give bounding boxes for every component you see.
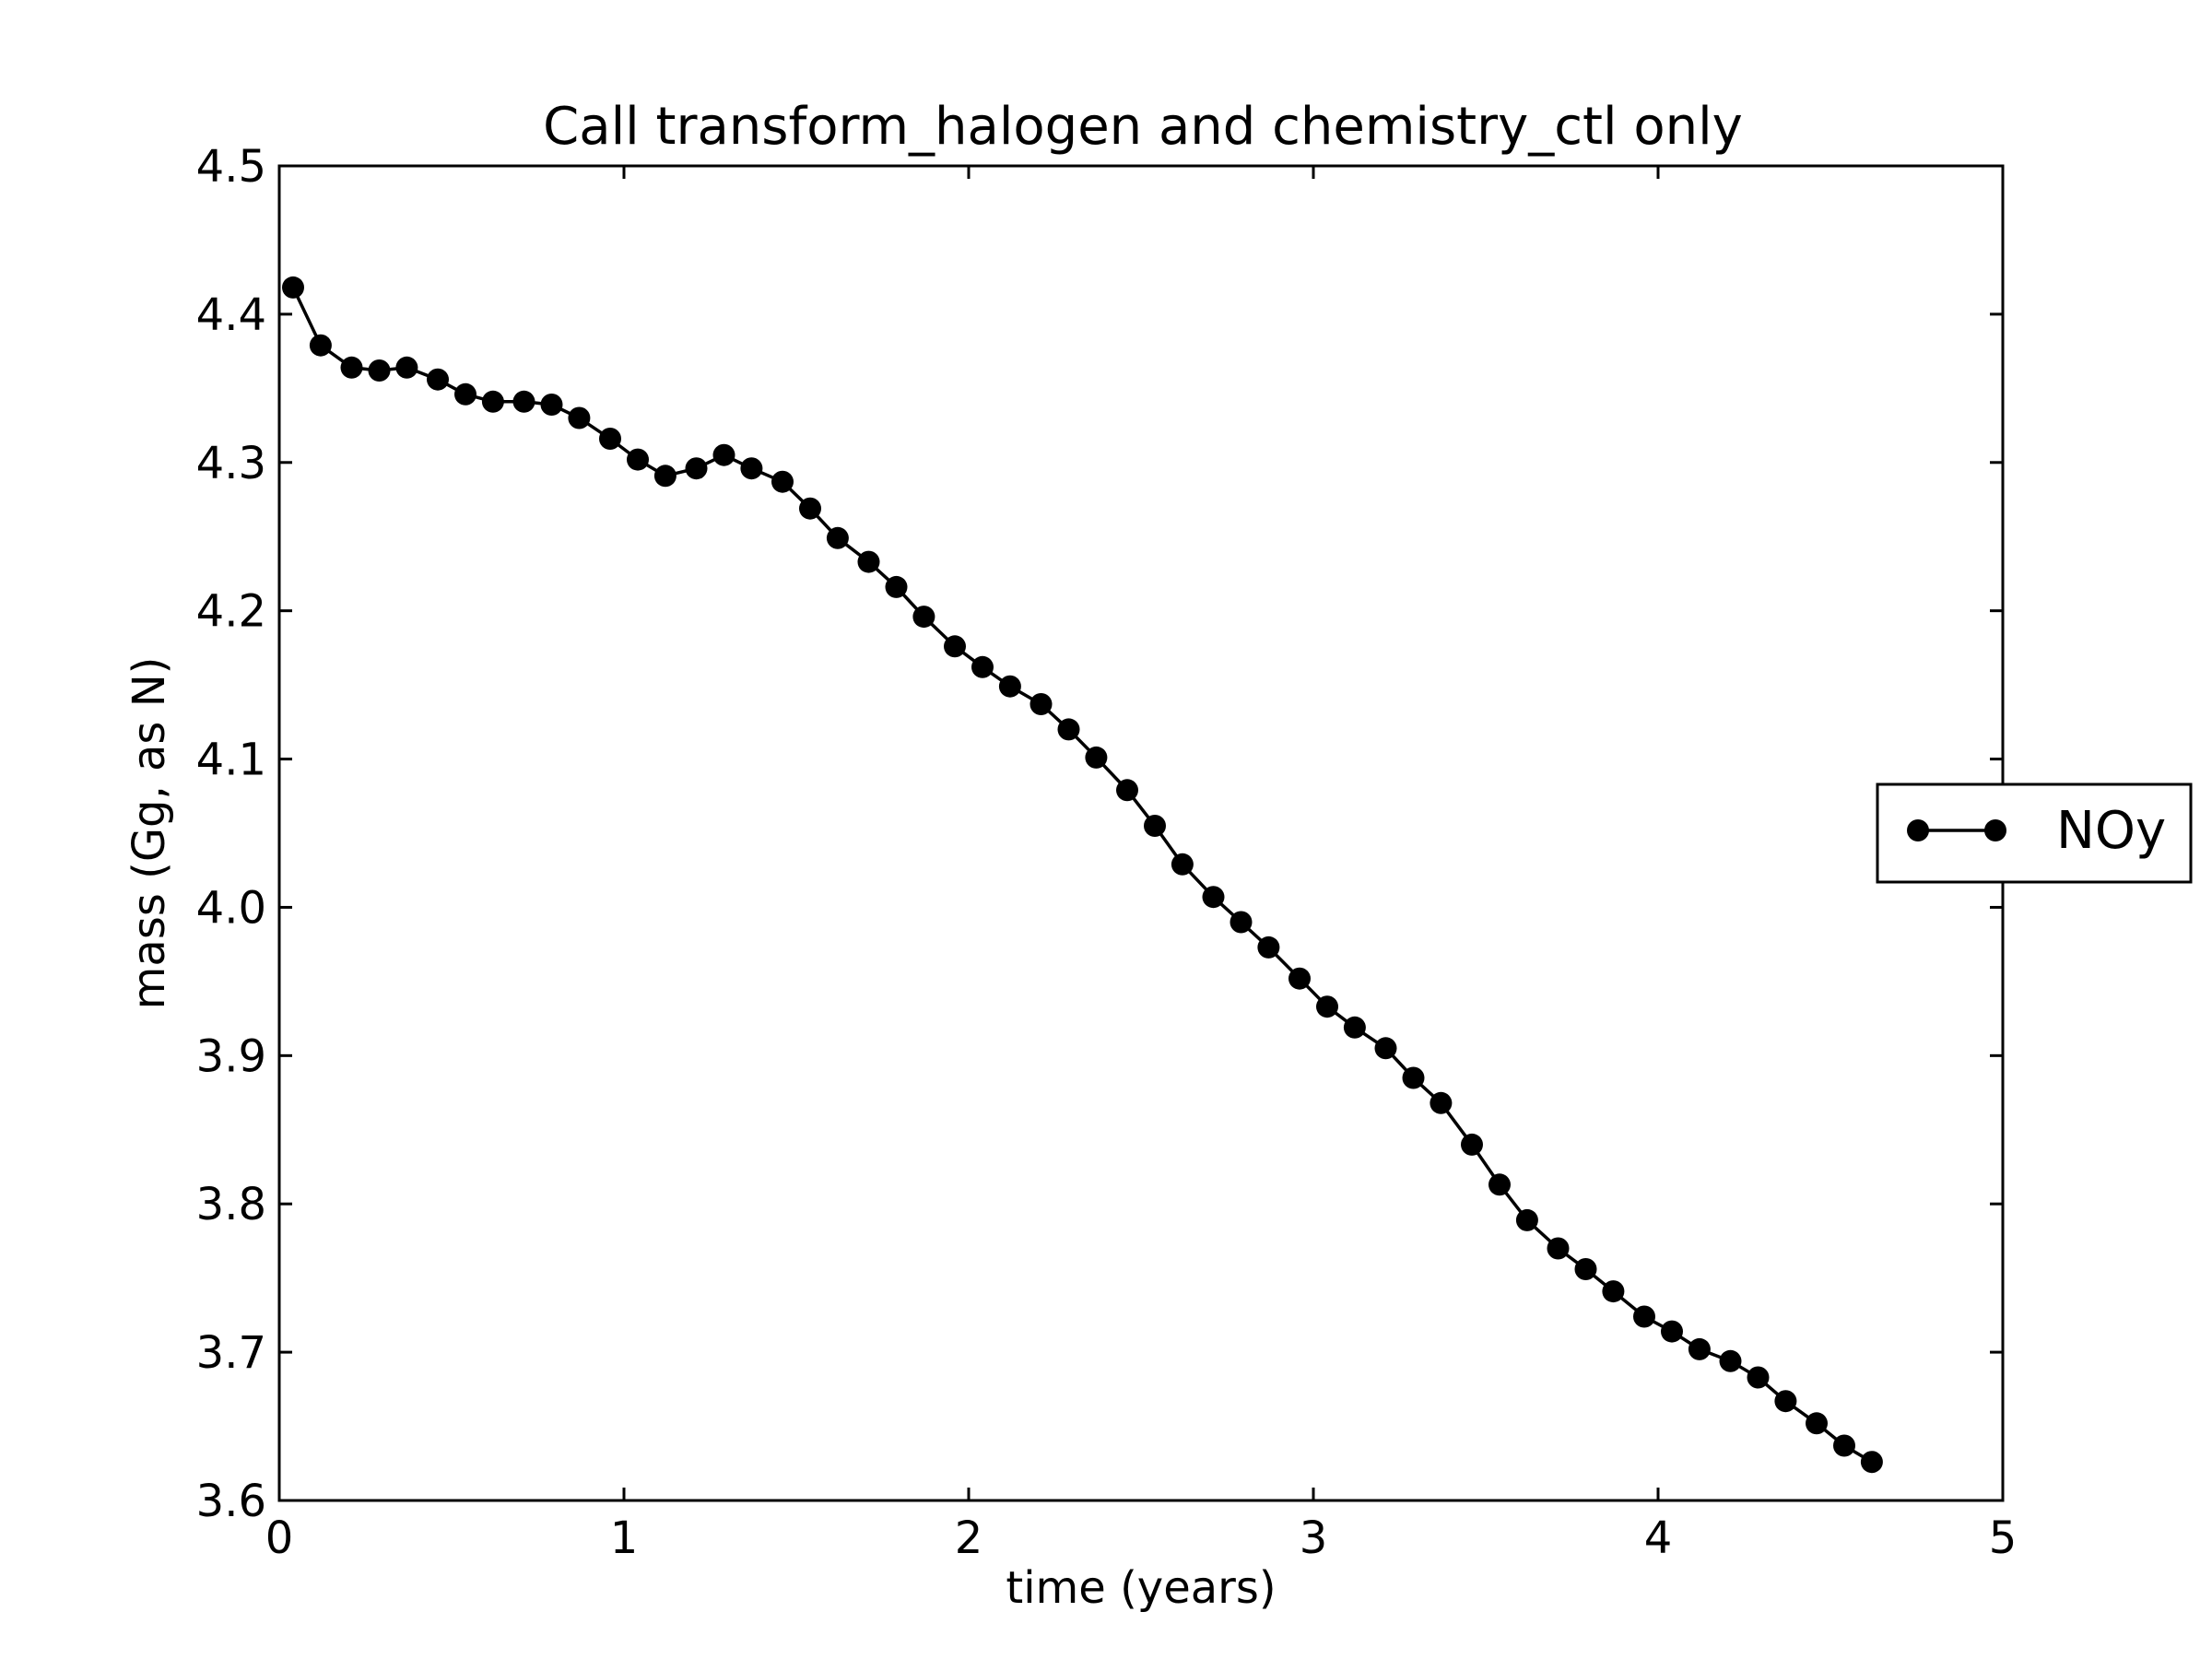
data-point <box>885 575 908 598</box>
data-point <box>1833 1434 1855 1457</box>
data-point <box>1316 995 1338 1018</box>
data-point <box>1343 1016 1366 1039</box>
legend: NOy <box>1876 782 2193 884</box>
data-point <box>1688 1337 1711 1360</box>
data-point <box>1774 1390 1797 1413</box>
data-point <box>427 368 449 391</box>
data-point <box>1602 1280 1625 1303</box>
y-tick-label: 4.5 <box>196 141 266 193</box>
data-point <box>1257 935 1280 959</box>
data-point <box>1030 693 1053 715</box>
x-tick-label: 3 <box>1300 1512 1328 1564</box>
data-point <box>1202 886 1225 909</box>
data-point <box>712 443 735 466</box>
data-point <box>1116 779 1138 802</box>
data-point <box>1806 1412 1828 1435</box>
data-point <box>1085 746 1108 769</box>
data-point <box>1430 1091 1453 1114</box>
data-point <box>1633 1305 1655 1328</box>
data-point <box>1144 815 1166 837</box>
y-tick-label: 4.0 <box>196 882 266 934</box>
axis-ticks <box>277 164 2005 1502</box>
series-points-noy <box>282 276 1883 1474</box>
data-point <box>826 526 849 549</box>
data-point <box>912 606 935 629</box>
legend-label-noy: NOy <box>2056 801 2166 861</box>
plot-area: 0 1 2 3 4 5 3.6 3.7 3.8 3.9 4.0 4.1 4.2 4.3 4.4 4.5 <box>196 141 2018 1564</box>
legend-box <box>1876 782 2193 884</box>
data-point <box>395 356 418 379</box>
x-tick-label: 0 <box>265 1512 294 1564</box>
plot-frame <box>277 164 2005 1502</box>
x-tick-label: 5 <box>1989 1512 2018 1564</box>
data-point <box>740 457 763 480</box>
y-tick-label: 3.8 <box>196 1179 266 1230</box>
x-tick-labels: 0 1 2 3 4 5 <box>265 1512 2018 1564</box>
data-point <box>1230 911 1253 934</box>
y-tick-label: 4.2 <box>196 586 266 638</box>
x-axis-label: time (years) <box>1006 1562 1276 1614</box>
data-point <box>771 470 794 493</box>
data-point <box>1057 718 1080 741</box>
data-point <box>1547 1237 1570 1260</box>
data-point <box>1461 1133 1483 1156</box>
data-point <box>1515 1208 1538 1231</box>
data-point <box>685 457 708 480</box>
data-point <box>627 448 649 471</box>
data-point <box>282 276 304 299</box>
data-point <box>540 394 563 416</box>
data-point <box>368 359 391 382</box>
y-tick-label: 3.9 <box>196 1030 266 1082</box>
data-point <box>998 675 1021 698</box>
x-tick-label: 4 <box>1644 1512 1673 1564</box>
data-point <box>1574 1258 1597 1280</box>
data-point <box>1860 1451 1883 1474</box>
chart-title: Call transform_halogen and chemistry_ctl… <box>543 97 1743 157</box>
data-point <box>1171 853 1194 876</box>
y-tick-label: 4.1 <box>196 735 266 786</box>
x-tick-label: 2 <box>955 1512 983 1564</box>
data-point <box>799 497 821 520</box>
data-point <box>1719 1349 1742 1372</box>
data-point <box>599 428 621 450</box>
y-tick-label: 3.6 <box>196 1476 266 1527</box>
data-point <box>481 390 504 413</box>
data-point <box>454 382 477 406</box>
data-point <box>1488 1173 1511 1196</box>
legend-marker-end <box>1984 819 2006 841</box>
data-point <box>340 356 363 379</box>
data-point <box>971 655 994 678</box>
data-point <box>944 635 966 658</box>
x-tick-label: 1 <box>610 1512 639 1564</box>
series-line-noy <box>291 287 1873 1464</box>
data-point <box>857 550 880 573</box>
y-tick-label: 4.3 <box>196 438 266 489</box>
data-point <box>1288 967 1311 990</box>
data-point <box>568 406 591 429</box>
data-point <box>653 465 677 488</box>
y-tick-label: 3.7 <box>196 1327 266 1379</box>
data-point <box>1747 1366 1770 1389</box>
data-point <box>1402 1066 1425 1089</box>
y-tick-labels: 3.6 3.7 3.8 3.9 4.0 4.1 4.2 4.3 4.4 4.5 <box>196 141 266 1527</box>
y-axis-label: mass (Gg, as N) <box>124 657 175 1010</box>
data-point <box>1661 1320 1683 1343</box>
y-tick-label: 4.4 <box>196 289 266 341</box>
data-point <box>512 390 535 413</box>
data-point <box>309 334 332 357</box>
legend-marker-start <box>1907 819 1929 841</box>
data-point <box>1374 1037 1397 1060</box>
